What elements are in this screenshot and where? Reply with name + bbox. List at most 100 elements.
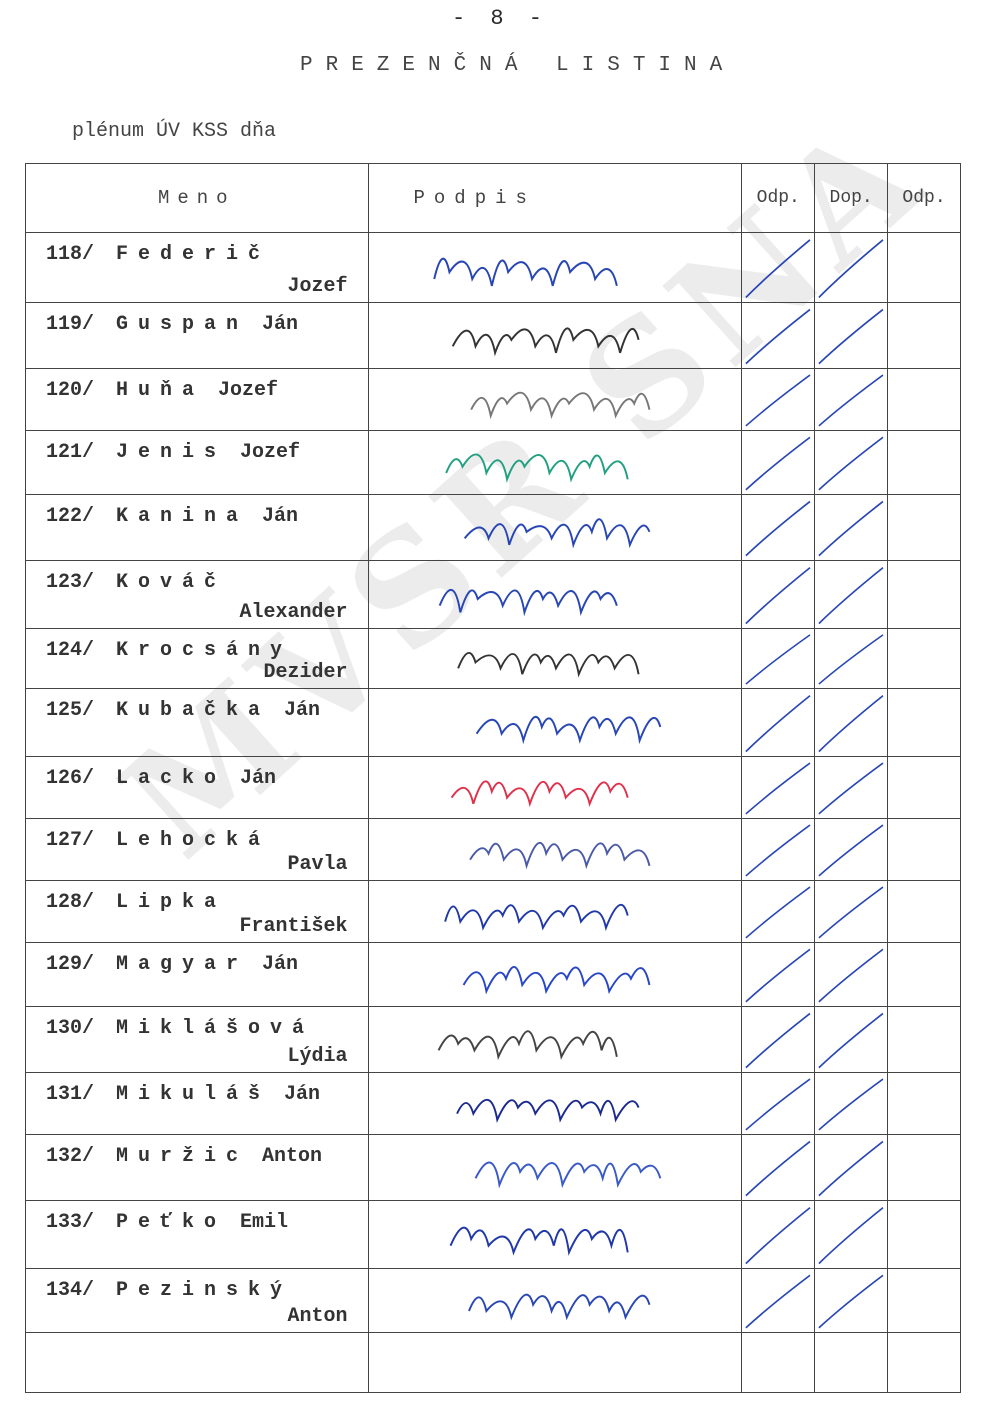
entry-number: 122/	[46, 505, 95, 528]
first-name: Jozef	[287, 275, 348, 298]
table-row: 119/Guspan Ján	[25, 302, 961, 369]
odp-2-cell	[887, 942, 961, 1007]
entry-number: 132/	[46, 1145, 95, 1168]
handwritten-signature	[450, 780, 629, 808]
odp-cell	[741, 1072, 816, 1135]
surname: Lehocká	[116, 829, 271, 852]
signature-cell	[367, 1006, 743, 1073]
check-mark-icon	[818, 308, 884, 365]
first-name: Anton	[287, 1305, 348, 1328]
odp-cell	[741, 628, 816, 689]
first-name: Dezider	[263, 661, 348, 684]
header-signature: Podpis	[367, 163, 743, 233]
odp-2-cell	[887, 1134, 961, 1201]
handwritten-signature	[449, 1226, 629, 1256]
odp-2-cell	[887, 430, 961, 495]
table-row: 124/Krocsány Dezider	[25, 628, 961, 689]
dop-cell	[814, 1006, 889, 1073]
entry-number: 126/	[46, 767, 95, 790]
odp-cell	[741, 756, 816, 819]
check-mark-icon	[745, 239, 811, 299]
surname: Lipka	[116, 891, 227, 914]
first-name: Alexander	[239, 601, 348, 624]
first-name: Ján	[240, 767, 277, 790]
table-row: 131/Mikuláš Ján	[25, 1072, 961, 1135]
signature-cell	[367, 232, 743, 303]
surname: Kubačka	[116, 699, 271, 722]
name-cell: 133/Peťko Emil	[25, 1200, 369, 1269]
surname: Pezinský	[116, 1279, 293, 1302]
odp-2-cell	[887, 232, 961, 303]
surname: Kanina	[116, 505, 249, 528]
document-subtitle: plénum ÚV KSS dňa	[72, 120, 277, 143]
handwritten-signature	[467, 1293, 650, 1321]
check-mark-icon	[745, 436, 811, 491]
check-mark-icon	[818, 1274, 884, 1329]
entry-number: 124/	[46, 639, 95, 662]
check-mark-icon	[818, 374, 884, 427]
odp-cell	[741, 880, 816, 943]
signature-cell	[367, 880, 743, 943]
table-row: 130/Miklášová Lýdia	[25, 1006, 961, 1073]
first-name: Ján	[284, 699, 321, 722]
handwritten-signature	[443, 903, 629, 932]
table-row: 132/Muržic Anton	[25, 1134, 961, 1201]
signature-cell	[367, 1268, 743, 1333]
name-cell: 122/Kanina Ján	[25, 494, 369, 561]
signature-cell	[367, 560, 743, 629]
first-name: Emil	[240, 1211, 289, 1234]
odp-2-cell	[887, 688, 961, 757]
odp-2-cell	[887, 302, 961, 369]
header-odp-2: Odp.	[887, 163, 961, 233]
entry-number: 130/	[46, 1017, 95, 1040]
check-mark-icon	[745, 824, 811, 877]
check-mark-icon	[745, 500, 811, 557]
odp-2-cell	[887, 560, 961, 629]
header-dop: Dop.	[814, 163, 889, 233]
check-mark-icon	[818, 824, 884, 877]
handwritten-signature	[437, 1030, 618, 1061]
header-row: Meno Podpis Odp. Dop. Odp.	[25, 163, 961, 233]
odp-cell	[741, 302, 816, 369]
odp-cell	[741, 494, 816, 561]
table-row: 126/Lacko Ján	[25, 756, 961, 819]
dop-cell	[814, 430, 889, 495]
name-cell: 127/Lehocká Pavla	[25, 818, 369, 881]
attendance-table: Meno Podpis Odp. Dop. Odp. 118/Federič Jo…	[25, 163, 961, 1393]
check-mark-icon	[745, 308, 811, 365]
handwritten-signature	[462, 966, 650, 995]
check-mark-icon	[818, 1140, 884, 1197]
handwritten-signature	[463, 518, 650, 549]
odp-2-cell	[887, 628, 961, 689]
surname: Kováč	[116, 571, 227, 594]
signature-cell	[367, 1134, 743, 1201]
handwritten-signature	[468, 841, 650, 870]
signature-cell	[367, 818, 743, 881]
odp-2-cell	[887, 818, 961, 881]
surname: Muržic	[116, 1145, 249, 1168]
first-name: Ján	[262, 953, 299, 976]
check-mark-icon	[745, 1140, 811, 1197]
header-odp: Odp.	[741, 163, 816, 233]
odp-2-cell	[887, 494, 961, 561]
dop-cell	[814, 818, 889, 881]
dop-cell	[814, 1332, 889, 1393]
dop-cell	[814, 756, 889, 819]
name-cell: 119/Guspan Ján	[25, 302, 369, 369]
signature-cell	[367, 494, 743, 561]
odp-cell	[741, 942, 816, 1007]
table-row: 129/Magyar Ján	[25, 942, 961, 1007]
odp-cell	[741, 430, 816, 495]
check-mark-icon	[818, 634, 884, 685]
first-name: Pavla	[287, 853, 348, 876]
name-cell: 123/Kováč Alexander	[25, 560, 369, 629]
table-row: 123/Kováč Alexander	[25, 560, 961, 629]
entry-number: 118/	[46, 243, 95, 266]
check-mark-icon	[745, 694, 811, 753]
handwritten-signature	[456, 652, 640, 678]
signature-cell	[367, 1072, 743, 1135]
odp-2-cell	[887, 1332, 961, 1393]
surname: Guspan	[116, 313, 249, 336]
check-mark-icon	[745, 762, 811, 815]
first-name: Lýdia	[287, 1045, 348, 1068]
